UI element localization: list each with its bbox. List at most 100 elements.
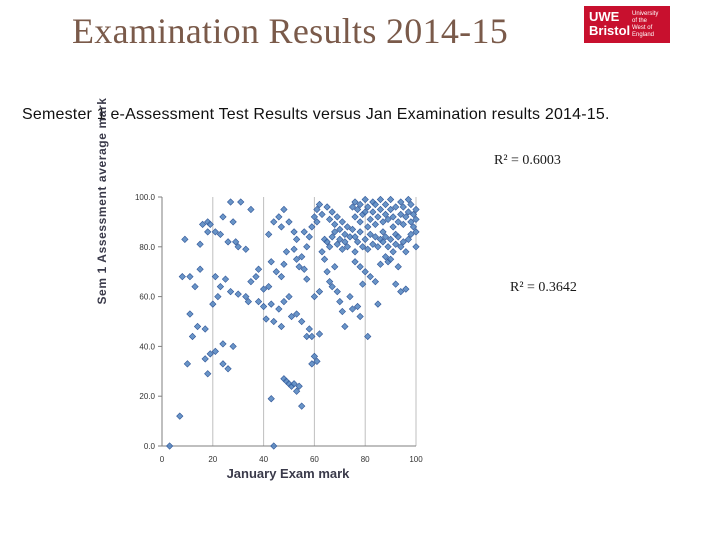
data-point xyxy=(397,198,405,206)
data-point xyxy=(333,213,341,221)
data-point xyxy=(303,243,311,251)
data-point xyxy=(402,285,410,293)
data-point xyxy=(303,332,311,341)
data-point xyxy=(394,263,402,271)
data-point xyxy=(254,297,263,306)
data-point xyxy=(351,198,359,206)
data-point xyxy=(272,268,280,276)
data-point xyxy=(280,260,288,268)
data-point xyxy=(399,220,407,229)
data-point xyxy=(369,208,377,216)
data-point xyxy=(277,273,286,281)
data-point xyxy=(333,287,341,296)
data-point xyxy=(216,230,225,238)
data-point xyxy=(392,240,400,248)
data-point xyxy=(181,235,189,243)
data-point xyxy=(209,300,217,308)
data-point xyxy=(386,195,395,204)
data-point xyxy=(374,300,382,308)
data-point xyxy=(348,203,357,211)
data-point xyxy=(343,223,352,231)
data-point xyxy=(310,213,319,221)
data-point xyxy=(353,302,362,311)
data-point xyxy=(308,360,316,368)
data-point xyxy=(331,228,339,236)
data-point xyxy=(333,240,341,248)
data-point xyxy=(318,210,326,219)
data-point xyxy=(336,297,344,306)
data-point xyxy=(290,228,298,236)
y-tick-label: 0.0 xyxy=(144,442,156,451)
data-point xyxy=(232,238,240,246)
data-point xyxy=(412,228,420,236)
data-point xyxy=(381,200,390,209)
data-point xyxy=(270,442,278,450)
data-point xyxy=(361,235,369,243)
data-point xyxy=(397,243,405,251)
data-point xyxy=(361,195,369,204)
data-point xyxy=(303,275,311,283)
data-point xyxy=(298,402,306,410)
data-point xyxy=(394,218,402,226)
data-point xyxy=(216,283,225,291)
data-point xyxy=(386,205,395,214)
data-point xyxy=(199,220,207,229)
data-point xyxy=(315,287,324,296)
data-point xyxy=(328,208,336,216)
data-point xyxy=(346,292,354,301)
data-point xyxy=(244,297,252,306)
data-point xyxy=(341,322,349,331)
data-point xyxy=(361,208,369,216)
data-point xyxy=(364,223,372,231)
data-point xyxy=(351,258,359,266)
data-point xyxy=(351,233,359,241)
data-point xyxy=(313,218,321,226)
data-point xyxy=(292,387,301,395)
data-point xyxy=(186,310,194,318)
data-point xyxy=(409,223,418,231)
data-point xyxy=(326,243,334,251)
data-point xyxy=(206,220,214,229)
data-point xyxy=(366,273,374,281)
data-point xyxy=(204,370,212,378)
data-point xyxy=(229,218,237,226)
data-point xyxy=(341,230,349,238)
data-point xyxy=(326,215,334,224)
data-point xyxy=(351,213,359,221)
data-point xyxy=(224,365,232,373)
data-point xyxy=(343,243,352,251)
data-point xyxy=(386,235,395,243)
data-point xyxy=(386,255,395,263)
data-point xyxy=(371,200,379,209)
data-point xyxy=(392,203,400,211)
data-point xyxy=(176,412,184,420)
data-point xyxy=(201,355,209,363)
data-point xyxy=(277,322,286,331)
data-point xyxy=(399,238,407,246)
data-point xyxy=(361,268,369,276)
logo-wordmark: UWE Bristol xyxy=(589,9,631,38)
data-point xyxy=(310,352,319,360)
r2-annotation: R² = 0.3642 xyxy=(510,280,577,295)
data-point xyxy=(374,243,382,251)
data-point xyxy=(211,273,219,281)
data-point xyxy=(336,235,344,243)
data-point xyxy=(407,230,415,238)
data-point xyxy=(308,223,316,231)
data-point xyxy=(338,218,346,226)
data-point xyxy=(211,347,219,356)
data-point xyxy=(224,238,232,246)
data-point xyxy=(331,220,339,229)
plot-axes xyxy=(158,196,416,447)
r2-annotation-top: R² = 0.6003 xyxy=(494,153,561,164)
data-point xyxy=(323,268,331,276)
data-point xyxy=(270,218,278,226)
data-point xyxy=(389,213,397,221)
x-tick-label: 20 xyxy=(208,455,217,464)
data-point xyxy=(183,360,192,368)
data-point xyxy=(282,248,291,256)
y-tick-label: 60.0 xyxy=(139,293,155,302)
data-point xyxy=(254,265,263,273)
data-point xyxy=(226,287,235,296)
data-point xyxy=(305,233,313,241)
